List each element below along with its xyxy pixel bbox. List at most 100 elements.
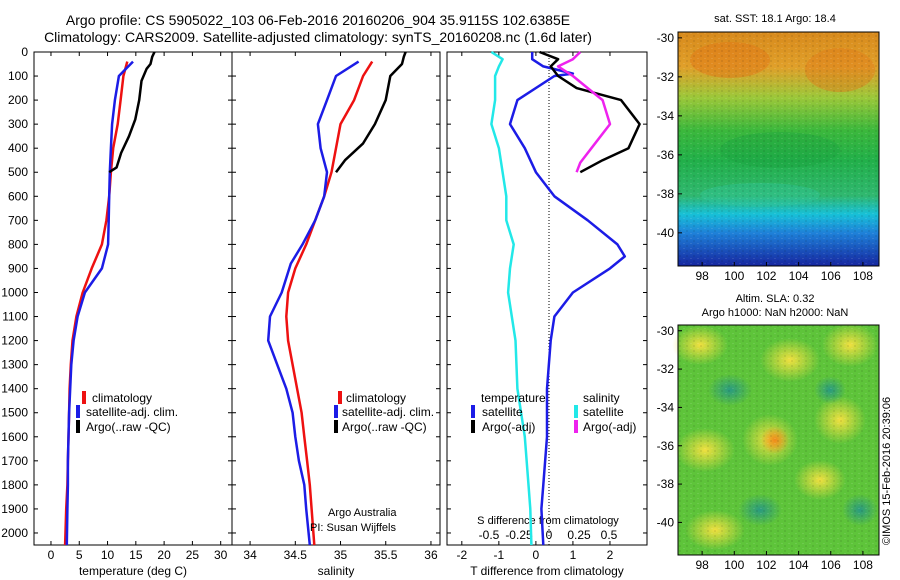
x-tick-label: 25	[186, 548, 200, 562]
s-tick-label: 0.25	[567, 528, 591, 542]
depth-tick-label: 1600	[1, 430, 28, 444]
series-line-climatology	[285, 60, 374, 546]
depth-tick-label: 1300	[1, 358, 28, 372]
sst-map	[677, 31, 880, 267]
x-tick-label: 2	[607, 548, 614, 562]
legend-label-satellite: satellite-adj. clim.	[86, 405, 178, 419]
x-tick-label: 0	[533, 548, 540, 562]
series-line-temperature-satellite	[508, 52, 627, 546]
depth-tick-label: 300	[8, 117, 28, 131]
x-tick-label: -1	[494, 548, 505, 562]
legend-label-argo: Argo(..raw -QC)	[86, 420, 171, 434]
sst-map-frame	[677, 31, 880, 267]
series-line-argo-raw-qc-	[335, 51, 407, 173]
map-x-tick-label: 108	[853, 269, 873, 283]
depth-tick-label: 1000	[1, 285, 28, 299]
x-tick-label: 35	[334, 548, 348, 562]
depth-tick-label: 600	[8, 189, 28, 203]
depth-tick-label: 1400	[1, 382, 28, 396]
map-x-tick-label: 100	[724, 269, 744, 283]
x-tick-label: 5	[76, 548, 83, 562]
map-y-tick-label: -40	[657, 515, 675, 529]
temperature-axis-label: temperature (deg C)	[79, 564, 187, 578]
legend-label-s-satellite: satellite	[583, 405, 624, 419]
x-tick-label: 10	[101, 548, 115, 562]
salinity-difference-axis-label: S difference from climatology	[477, 515, 619, 527]
legend-label-satellite: satellite-adj. clim.	[342, 405, 434, 419]
salinity-axis-label: salinity	[318, 564, 355, 578]
s-tick-label: 0.5	[601, 528, 618, 542]
header-line-2: Climatology: CARS2009. Satellite-adjuste…	[44, 29, 592, 45]
map-x-tick-label: 106	[821, 269, 841, 283]
map-y-tick-label: -36	[657, 148, 675, 162]
difference-x-axis: -2 -1 0 1 2	[456, 52, 614, 562]
series-line-argo-raw-qc-	[108, 51, 156, 174]
salinity-panel-frame	[231, 51, 441, 546]
series-line-temperature-argo-adj-	[539, 50, 641, 174]
map-y-tick-label: -38	[657, 477, 675, 491]
map-y-tick-label: -36	[657, 439, 675, 453]
sst-map-title: sat. SST: 18.1 Argo: 18.4	[714, 13, 836, 25]
sla-map	[672, 323, 880, 556]
series-line-climatology	[63, 61, 129, 546]
series-line-satellite-adj-clim-	[266, 60, 360, 546]
depth-tick-label: 400	[8, 141, 28, 155]
map-x-tick-label: 100	[724, 558, 744, 572]
map-y-tick-label: -32	[657, 70, 675, 84]
legend-swatch-argo	[76, 420, 80, 433]
legend-title-salinity: salinity	[583, 391, 620, 405]
depth-tick-label: 1700	[1, 454, 28, 468]
depth-tick-label: 1200	[1, 334, 28, 348]
legend-label-t-satellite: satellite	[482, 405, 523, 419]
salinity-note-program: Argo Australia	[328, 507, 397, 519]
depth-tick-label: 200	[8, 93, 28, 107]
depth-tick-label: 0	[21, 45, 28, 59]
depth-tick-label: 1500	[1, 406, 28, 420]
s-tick-label: 0	[546, 528, 553, 542]
header-line-1: Argo profile: CS 5905022_103 06-Feb-2016…	[66, 12, 570, 28]
map-x-tick-label: 104	[789, 558, 809, 572]
salinity-series	[266, 51, 407, 546]
legend-swatch-satellite	[334, 405, 338, 418]
legend-swatch-s-argo	[574, 420, 578, 433]
x-tick-label: 34	[243, 548, 257, 562]
sla-map-frame	[677, 324, 880, 556]
difference-panel-frame	[446, 51, 648, 546]
x-tick-label: 30	[214, 548, 228, 562]
legend-swatch-argo	[334, 420, 338, 433]
legend-swatch-satellite	[76, 405, 80, 418]
s-tick-label: -0.5	[479, 528, 500, 542]
map-y-tick-label: -30	[657, 31, 675, 45]
map-x-tick-label: 98	[695, 558, 709, 572]
sla-map-axes: 98 100 102 104 106 108 -30 -32 -34 -36 -38 -40	[657, 324, 874, 572]
map-y-tick-label: -34	[657, 400, 675, 414]
x-tick-label: -2	[456, 548, 467, 562]
sst-texture	[678, 32, 879, 266]
salinity-legend: climatology satellite-adj. clim. Argo(..…	[334, 391, 434, 434]
difference-series	[490, 50, 641, 546]
legend-swatch-t-argo	[471, 420, 475, 433]
series-line-salinity-satellite	[490, 50, 533, 546]
depth-axis: 0 100 200 300 400 500 600 700 800 900 1000 1100 1200…	[1, 45, 647, 540]
sla-map-title-1: Altim. SLA: 0.32	[736, 293, 815, 305]
depth-tick-label: 900	[8, 261, 28, 275]
sla-map-title-2: Argo h1000: NaN h2000: NaN	[702, 307, 849, 319]
series-line-salinity-argo-adj-	[556, 51, 612, 173]
depth-tick-label: 1800	[1, 478, 28, 492]
depth-tick-label: 700	[8, 213, 28, 227]
legend-swatch-climatology	[338, 391, 342, 404]
x-tick-label: 36	[424, 548, 438, 562]
depth-tick-label: 1900	[1, 502, 28, 516]
x-tick-label: 15	[129, 548, 143, 562]
difference-axis-label: T difference from climatology	[470, 564, 624, 578]
depth-tick-label: 800	[8, 237, 28, 251]
sst-map-axes: 98 100 102 104 106 108 -30 -32 -34 -36 -38 -40	[657, 31, 874, 283]
map-y-tick-label: -32	[657, 362, 675, 376]
temperature-series	[63, 51, 156, 546]
legend-swatch-t-satellite	[471, 405, 475, 418]
temperature-legend: climatology satellite-adj. clim. Argo(..…	[76, 391, 178, 434]
depth-tick-label: 500	[8, 165, 28, 179]
legend-label-argo: Argo(..raw -QC)	[342, 420, 427, 434]
map-y-tick-label: -34	[657, 109, 675, 123]
